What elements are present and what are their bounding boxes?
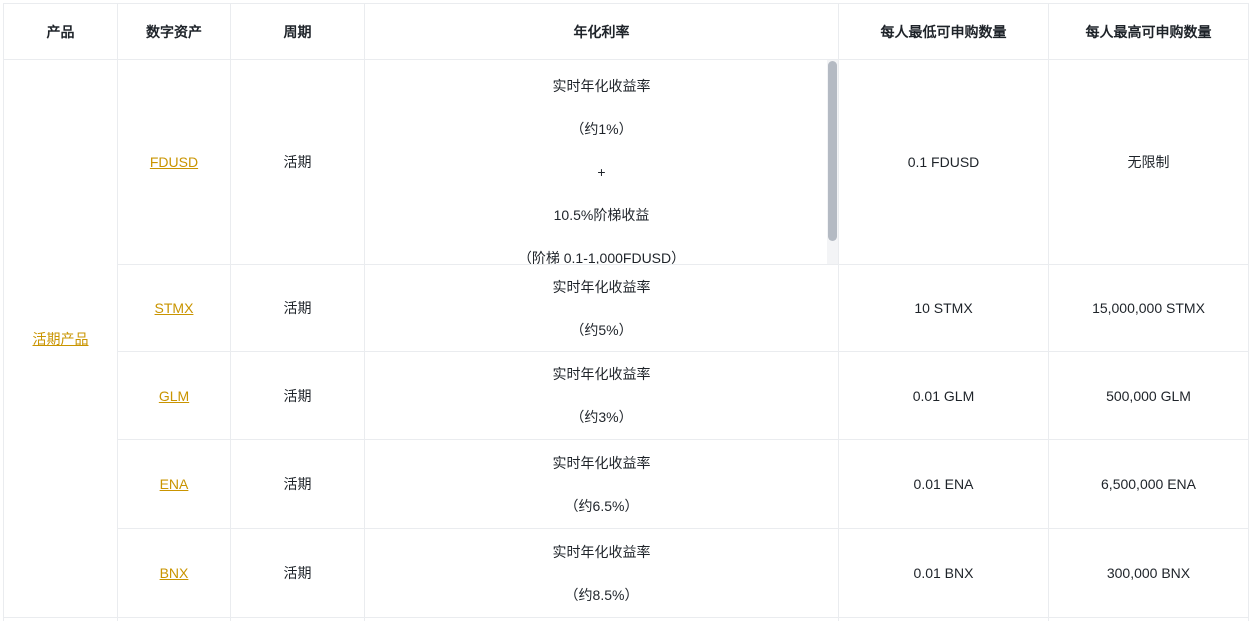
min-amount-cell: 0.1 FDUSD [838, 59, 1049, 265]
scrollbar-thumb[interactable] [828, 61, 837, 241]
table-row-bnx: BNX 活期 实时年化收益率 （约8.5%） 0.01 BNX 300,000 … [4, 528, 1249, 618]
rate-line: 实时年化收益率 [552, 366, 651, 382]
period-cell: 活期 [230, 528, 365, 618]
column-header-period: 周期 [230, 3, 365, 60]
asset-cell: ENA [117, 439, 231, 529]
rate-line: 实时年化收益率 [552, 543, 651, 560]
rate-line: （约8.5%） [564, 586, 639, 603]
rate-lines: 实时年化收益率 （约1%） + 10.5%阶梯收益 （阶梯 0.1-1,000F… [365, 60, 838, 264]
period-cell: 活期 [230, 351, 365, 440]
rate-line: 实时年化收益率 [552, 278, 651, 295]
asset-cell: BNX [117, 528, 231, 618]
asset-link-glm[interactable]: GLM [158, 387, 190, 404]
column-header-digital-asset: 数字资产 [117, 3, 231, 60]
period-cell: 活期 [230, 439, 365, 529]
product-group-link[interactable]: 活期产品 [32, 330, 89, 347]
min-amount-cell: 0.01 GLM [838, 351, 1049, 440]
period-cell [230, 617, 365, 621]
max-amount-cell: 300,000 BNX [1048, 528, 1249, 618]
annual-rate-cell [364, 617, 839, 621]
table-row-ena: ENA 活期 实时年化收益率 （约6.5%） 0.01 ENA 6,500,00… [4, 439, 1249, 529]
rate-line: （约5%） [570, 321, 633, 338]
rate-lines: 实时年化收益率 （约8.5%） [365, 542, 838, 605]
max-amount-cell: 无限制 [1048, 59, 1249, 265]
rate-lines: 实时年化收益率 （约5%） [365, 277, 838, 340]
period-cell: 活期 [230, 59, 365, 265]
rate-line: 实时年化收益率 [552, 78, 651, 94]
asset-link-fdusd[interactable]: FDUSD [149, 154, 199, 170]
rate-line: （阶梯 0.1-1,000FDUSD） [517, 250, 686, 264]
min-amount-cell: 10 STMX [838, 264, 1049, 352]
annual-rate-cell: 实时年化收益率 （约1%） + 10.5%阶梯收益 （阶梯 0.1-1,000F… [364, 59, 839, 265]
product-group-cell [3, 617, 118, 621]
table-row-glm: GLM 活期 实时年化收益率 （约3%） 0.01 GLM 500,000 GL… [4, 351, 1249, 440]
asset-cell: FDUSD [117, 59, 231, 265]
min-amount-cell [838, 617, 1049, 621]
asset-link-stmx[interactable]: STMX [154, 300, 194, 316]
asset-cell: GLM [117, 351, 231, 440]
column-header-annual-rate: 年化利率 [364, 3, 839, 60]
table-row-fdusd: 活期产品 FDUSD 活期 实时年化收益率 （约1%） + 10.5%阶梯收益 … [3, 59, 1249, 618]
asset-link-ena[interactable]: ENA [159, 476, 189, 492]
annual-rate-cell: 实时年化收益率 （约5%） [364, 264, 839, 352]
asset-cell: STMX [117, 264, 231, 352]
column-header-max-subscription: 每人最高可申购数量 [1048, 3, 1249, 60]
rate-lines: 实时年化收益率 （约3%） [365, 364, 838, 427]
period-cell: 活期 [230, 264, 365, 352]
partial-row [3, 617, 1249, 621]
max-amount-cell: 500,000 GLM [1048, 351, 1249, 440]
table-header-row: 产品 数字资产 周期 年化利率 每人最低可申购数量 每人最高可申购数量 [3, 3, 1249, 60]
asset-link-bnx[interactable]: BNX [159, 565, 189, 581]
annual-rate-cell: 实时年化收益率 （约3%） [364, 351, 839, 440]
column-header-min-subscription: 每人最低可申购数量 [838, 3, 1049, 60]
savings-products-table: 产品 数字资产 周期 年化利率 每人最低可申购数量 每人最高可申购数量 活期产品… [3, 3, 1249, 621]
max-amount-cell [1048, 617, 1249, 621]
annual-rate-cell: 实时年化收益率 （约6.5%） [364, 439, 839, 529]
scrollbar-track[interactable] [827, 60, 838, 264]
min-amount-cell: 0.01 ENA [838, 439, 1049, 529]
asset-cell [117, 617, 231, 621]
rate-line: 10.5%阶梯收益 [553, 207, 650, 223]
rate-line: （约6.5%） [564, 497, 639, 514]
annual-rate-cell: 实时年化收益率 （约8.5%） [364, 528, 839, 618]
rate-scroll-area[interactable]: 实时年化收益率 （约1%） + 10.5%阶梯收益 （阶梯 0.1-1,000F… [365, 60, 838, 264]
max-amount-cell: 6,500,000 ENA [1048, 439, 1249, 529]
min-amount-cell: 0.01 BNX [838, 528, 1049, 618]
product-group-cell: 活期产品 [3, 59, 118, 618]
rate-line: + [597, 164, 606, 180]
rate-line: 实时年化收益率 [552, 454, 651, 471]
rate-line: （约1%） [570, 121, 633, 137]
table-row-stmx: STMX 活期 实时年化收益率 （约5%） 10 STMX 15,000,000… [4, 264, 1249, 352]
rate-lines: 实时年化收益率 （约6.5%） [365, 453, 838, 516]
rate-line: （约3%） [570, 409, 633, 425]
max-amount-cell: 15,000,000 STMX [1048, 264, 1249, 352]
column-header-product: 产品 [3, 3, 118, 60]
